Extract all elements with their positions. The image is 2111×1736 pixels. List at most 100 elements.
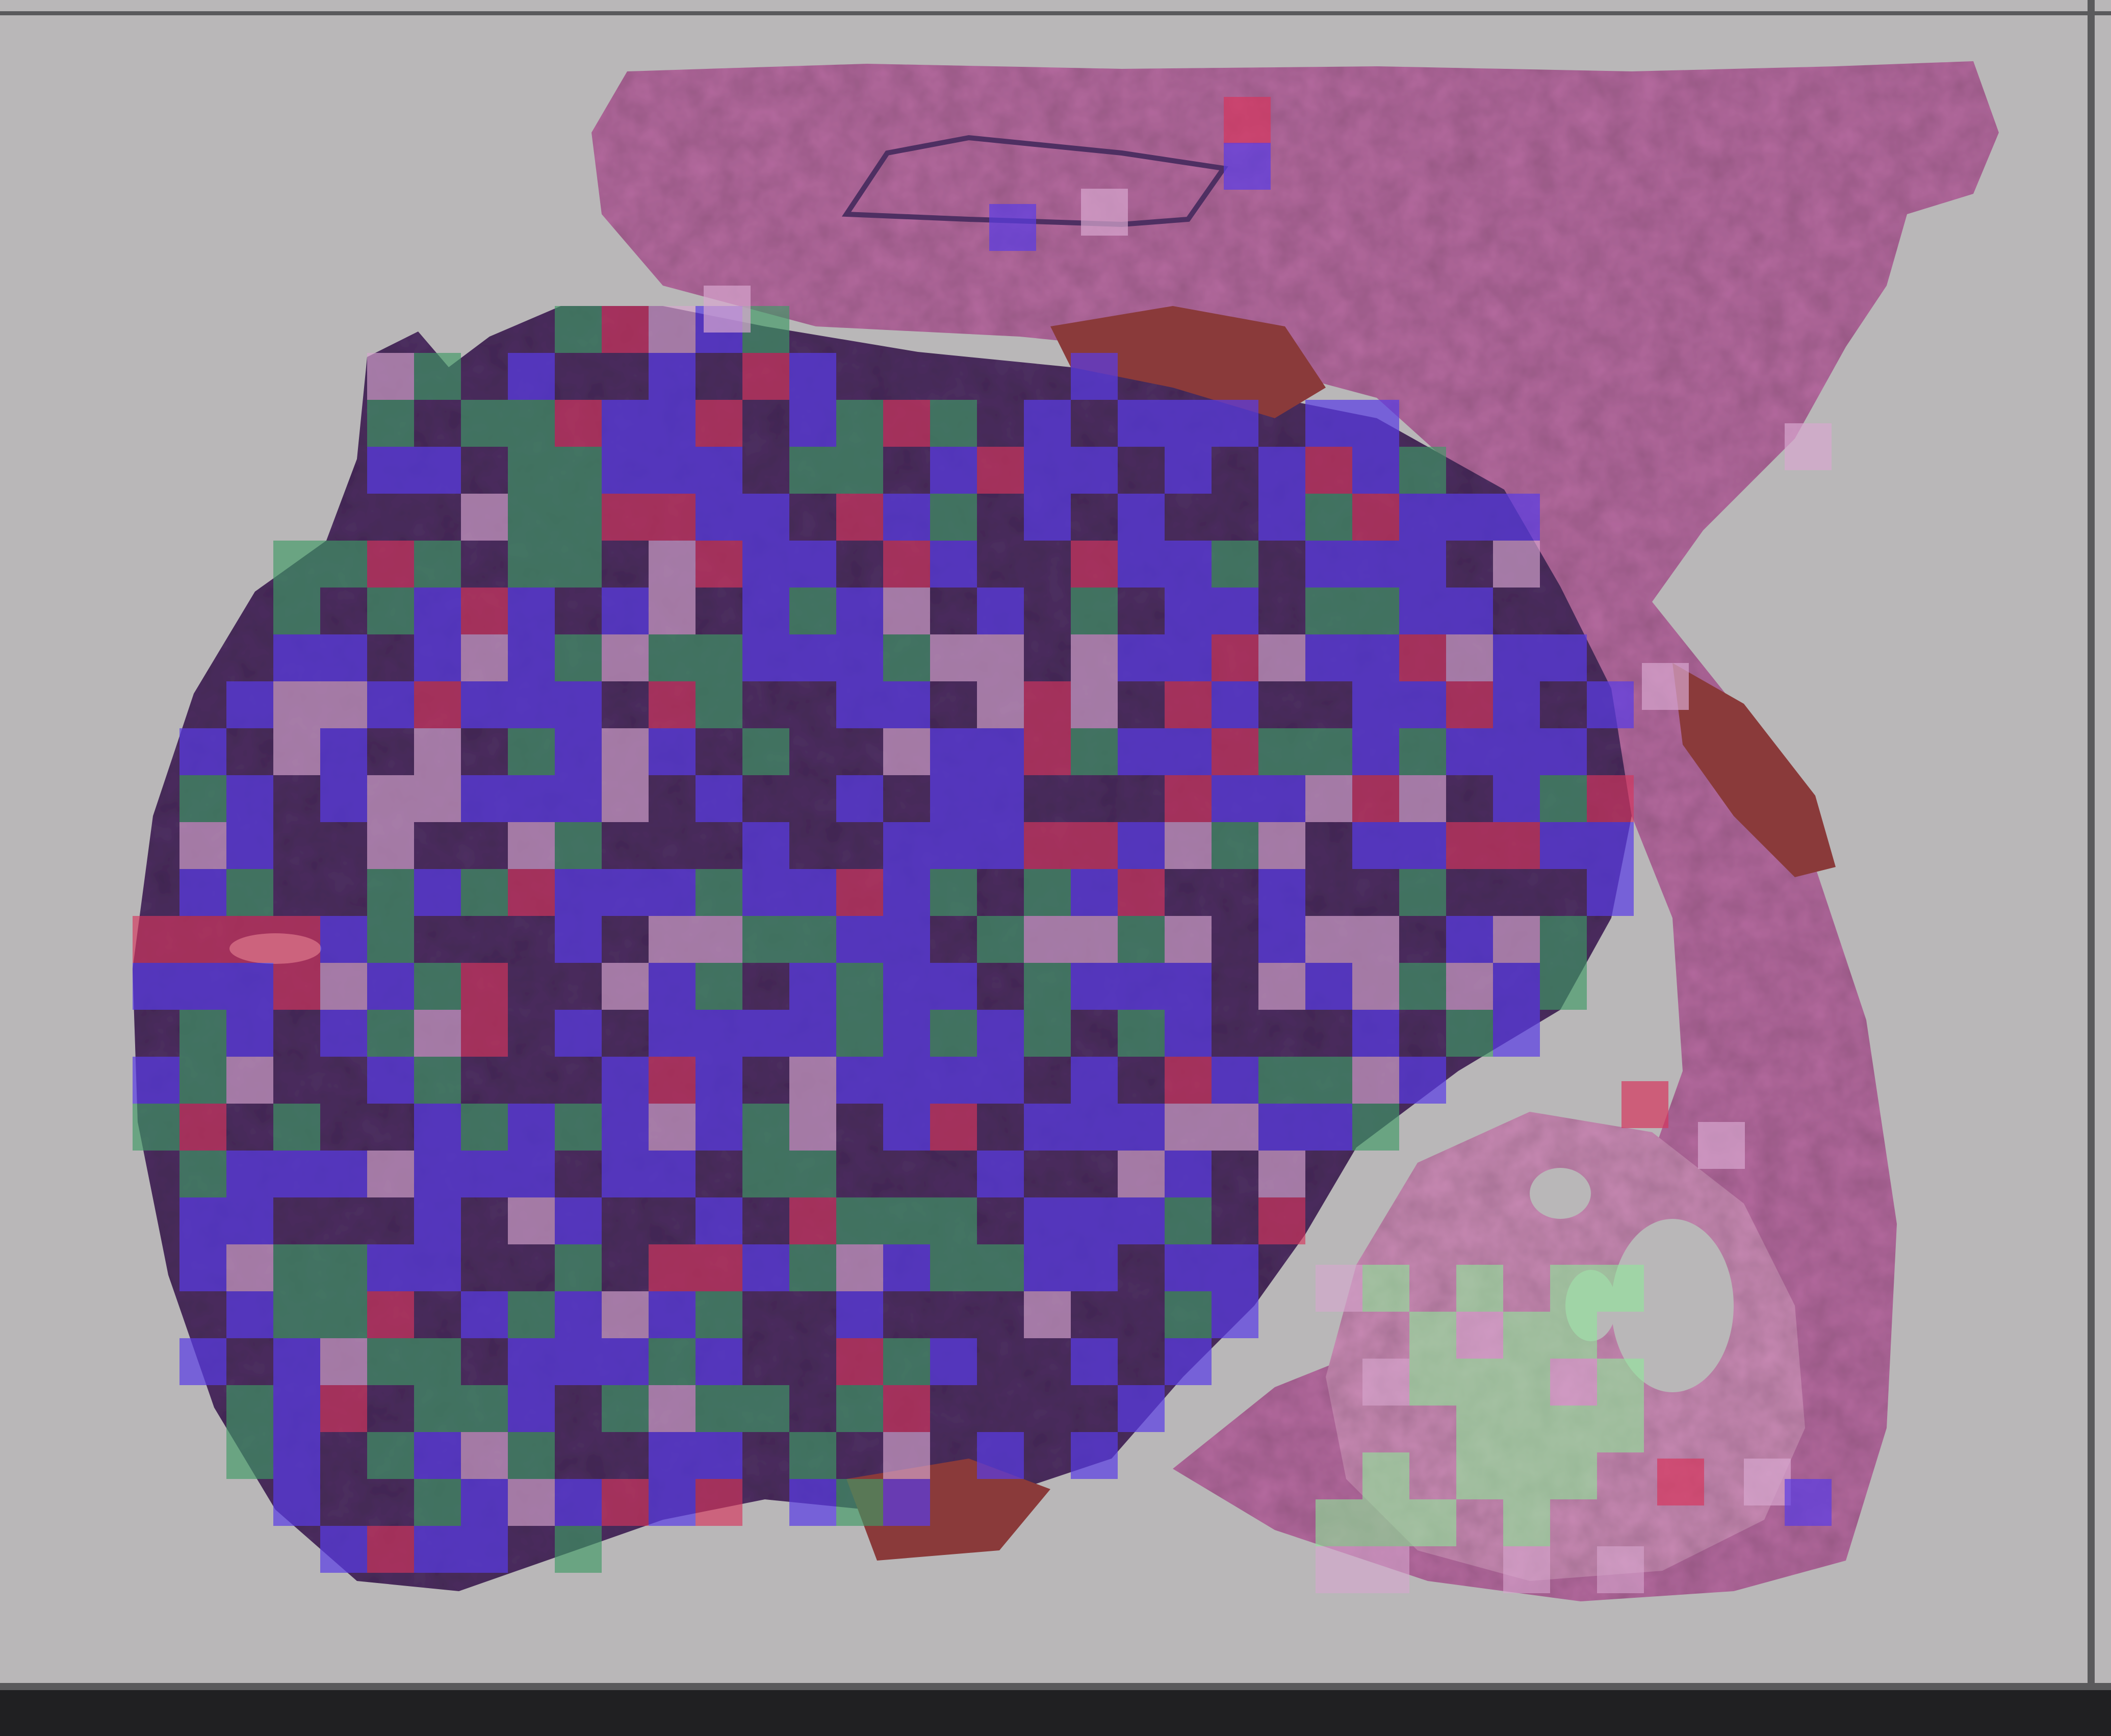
overlay-tile [1550, 1312, 1597, 1359]
slide-bottom-edge [0, 1683, 2111, 1690]
overlay-tile [1352, 588, 1399, 634]
overlay-tile [555, 1010, 602, 1057]
overlay-tile [461, 869, 508, 916]
overlay-tile [1258, 1197, 1305, 1244]
overlay-tile [836, 963, 883, 1010]
overlay-tile [1540, 634, 1587, 681]
overlay-tile [742, 916, 789, 963]
overlay-tile [461, 494, 508, 541]
overlay-tile [414, 1010, 461, 1057]
overlay-tile [742, 1151, 789, 1197]
overlay-tile [1399, 588, 1446, 634]
overlay-tile [555, 447, 602, 494]
overlay-tile [696, 494, 742, 541]
overlay-tile [508, 1385, 555, 1432]
overlay-tile [1165, 1010, 1212, 1057]
overlay-tile [1071, 869, 1118, 916]
overlay-tile [414, 1385, 461, 1432]
overlay-tile [1024, 728, 1071, 775]
overlay-tile [179, 963, 226, 1010]
overlay-tile [649, 1479, 696, 1526]
overlay-tile [508, 588, 555, 634]
overlay-tile [414, 963, 461, 1010]
overlay-tile [696, 1197, 742, 1244]
overlay-tile [461, 775, 508, 822]
overlay-tile [508, 869, 555, 916]
overlay-tile [1399, 822, 1446, 869]
overlay-tile [1305, 447, 1352, 494]
overlay-tile [836, 1197, 883, 1244]
overlay-tile [179, 775, 226, 822]
overlay-tile [1165, 775, 1212, 822]
overlay-tile [367, 1057, 414, 1104]
overlay-tile [1446, 728, 1493, 775]
overlay-tile [1118, 916, 1165, 963]
overlay-tile [977, 1432, 1024, 1479]
overlay-tile [1258, 494, 1305, 541]
overlay-tile [649, 634, 696, 681]
overlay-tile [1352, 447, 1399, 494]
overlay-tile [1399, 728, 1446, 775]
overlay-tile [883, 1385, 930, 1432]
overlay-tile [1118, 634, 1165, 681]
overlay-tile [320, 1151, 367, 1197]
overlay-tile [508, 681, 555, 728]
overlay-tile [1071, 1244, 1118, 1291]
overlay-tile [883, 588, 930, 634]
overlay-tile [461, 1010, 508, 1057]
overlay-tile [367, 1244, 414, 1291]
overlay-tile [930, 400, 977, 447]
overlay-tile [273, 634, 320, 681]
overlay-tile [1493, 963, 1540, 1010]
overlay-tile [1493, 822, 1540, 869]
overlay-tile [273, 1244, 320, 1291]
overlay-tile [742, 869, 789, 916]
overlay-tile [1071, 822, 1118, 869]
overlay-tile [696, 541, 742, 588]
overlay-tile [1305, 775, 1352, 822]
overlay-tile [742, 1385, 789, 1432]
overlay-tile [461, 1291, 508, 1338]
overlay-tile [1258, 775, 1305, 822]
overlay-tile [320, 728, 367, 775]
overlay-tile [508, 494, 555, 541]
slide-bottom-strip [0, 1690, 2111, 1736]
overlay-tile [602, 728, 649, 775]
overlay-tile [555, 916, 602, 963]
overlay-tile [789, 869, 836, 916]
overlay-tile [883, 681, 930, 728]
overlay-tile [1258, 916, 1305, 963]
overlay-tile [1456, 1312, 1503, 1359]
overlay-tile [696, 634, 742, 681]
overlay-tile [1165, 1338, 1212, 1385]
overlay-tile [696, 447, 742, 494]
overlay-tile [1399, 634, 1446, 681]
overlay-tile [977, 1057, 1024, 1104]
overlay-tile [461, 1104, 508, 1151]
overlay-tile [1165, 1197, 1212, 1244]
overlay-tile [508, 353, 555, 400]
overlay-tile [179, 1197, 226, 1244]
overlay-tile [930, 541, 977, 588]
overlay-tile [1258, 963, 1305, 1010]
overlay-tile [742, 588, 789, 634]
overlay-tile [461, 1151, 508, 1197]
overlay-tile [1118, 963, 1165, 1010]
overlay-tile [1165, 963, 1212, 1010]
overlay-tile [1258, 822, 1305, 869]
overlay-tile [1305, 1104, 1352, 1151]
overlay-tile [1212, 728, 1258, 775]
overlay-tile [977, 822, 1024, 869]
overlay-tile [367, 1151, 414, 1197]
overlay-tile [367, 1010, 414, 1057]
overlay-tile [1258, 634, 1305, 681]
overlay-tile [1081, 189, 1128, 236]
overlay-tile [226, 1010, 273, 1057]
overlay-tile [1597, 1546, 1644, 1593]
overlay-tile [1587, 681, 1634, 728]
overlay-tile [367, 869, 414, 916]
overlay-tile [836, 1291, 883, 1338]
overlay-tile [461, 588, 508, 634]
overlay-tile [883, 822, 930, 869]
overlay-tile [649, 1291, 696, 1338]
